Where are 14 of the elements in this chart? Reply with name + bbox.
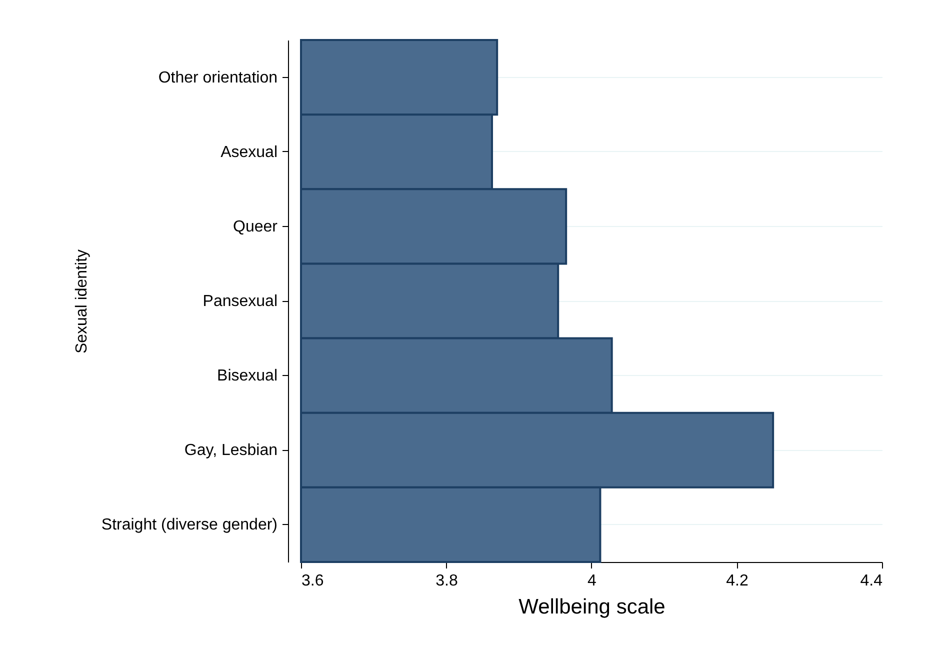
y-axis-title: Sexual identity: [73, 249, 90, 354]
y-tick-label: Asexual: [220, 144, 278, 161]
y-tick-label: Pansexual: [202, 293, 278, 310]
x-tick-label: 3.8: [436, 572, 458, 590]
x-axis-title: Wellbeing scale: [518, 596, 666, 618]
y-tick-label: Queer: [233, 218, 278, 236]
y-tick-label: Other orientation: [158, 69, 278, 86]
y-tick-label: Gay, Lesbian: [184, 442, 278, 460]
x-tick-label: 3.6: [302, 572, 324, 590]
x-tick-label: 4.2: [726, 572, 748, 590]
x-tick-label: 4: [588, 572, 597, 590]
y-tick-label: Bisexual: [217, 368, 278, 385]
x-tick-label: 4.4: [860, 572, 883, 590]
y-tick-label: Straight (diverse gender): [101, 516, 278, 534]
